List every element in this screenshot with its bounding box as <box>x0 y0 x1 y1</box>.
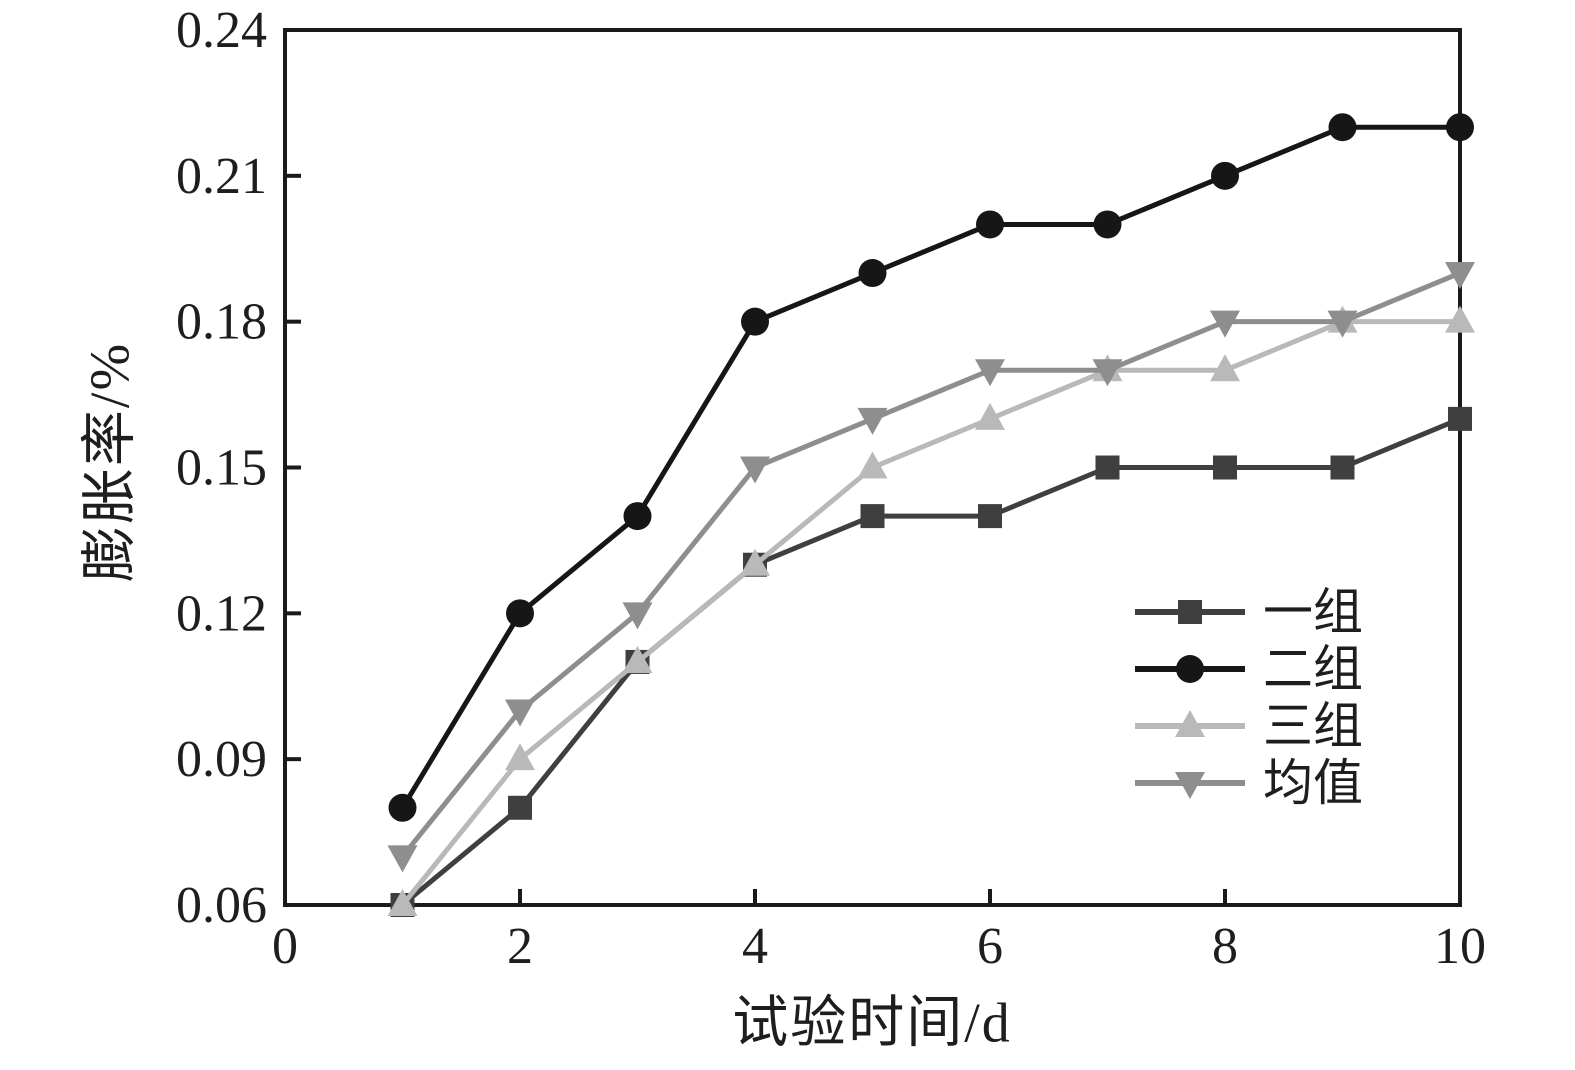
circle-marker <box>1328 113 1357 142</box>
x-tick-label: 6 <box>977 918 1003 975</box>
circle-marker <box>1093 210 1122 239</box>
y-axis-label: 膨胀率/% <box>79 341 142 583</box>
y-tick-label: 0.18 <box>176 294 267 351</box>
triangle-down-marker <box>1210 310 1240 338</box>
circle-marker <box>1446 113 1474 142</box>
y-tick-label: 0.09 <box>176 731 267 788</box>
series-group-3 <box>387 305 1475 916</box>
y-tick-label: 0.21 <box>176 148 267 205</box>
series-line <box>400 319 1460 907</box>
series-line <box>400 124 1460 810</box>
x-axis-label: 试验时间/d <box>732 992 1012 1055</box>
circle-marker <box>388 793 417 822</box>
triangle-down-marker <box>740 456 770 484</box>
triangle-down-marker <box>622 602 653 630</box>
triangle-up-marker <box>1445 305 1475 333</box>
legend-item: 二组 <box>1135 641 1363 697</box>
square-marker <box>1330 455 1355 480</box>
circle-marker <box>976 210 1004 239</box>
triangle-down-marker <box>1175 772 1205 799</box>
series-line <box>400 270 1461 858</box>
legend-label: 均值 <box>1263 755 1363 811</box>
square-marker <box>1178 600 1202 624</box>
circle-marker <box>506 599 534 628</box>
x-tick-label: 10 <box>1434 918 1486 975</box>
triangle-down-marker <box>857 407 888 435</box>
circle-marker <box>858 259 887 288</box>
series-line <box>400 416 1461 907</box>
x-tick-label: 8 <box>1212 918 1238 975</box>
legend-item: 一组 <box>1135 584 1363 640</box>
legend-item: 三组 <box>1135 698 1363 754</box>
square-marker <box>1095 455 1120 480</box>
x-tick-label: 0 <box>272 918 298 975</box>
triangle-down-marker <box>1092 359 1123 387</box>
triangle-up-marker <box>1210 354 1240 382</box>
y-tick-label: 0.24 <box>176 2 267 59</box>
square-marker <box>978 504 1002 529</box>
legend-item: 均值 <box>1135 755 1363 811</box>
square-marker <box>1213 455 1237 480</box>
circle-marker <box>623 502 652 531</box>
square-marker <box>1448 406 1472 431</box>
triangle-up-marker <box>740 548 770 576</box>
triangle-up-marker <box>1175 710 1205 737</box>
square-marker <box>860 504 885 529</box>
triangle-up-marker <box>622 645 653 673</box>
y-tick-label: 0.12 <box>176 585 267 642</box>
square-marker <box>508 795 532 820</box>
triangle-down-marker <box>387 845 418 873</box>
triangle-up-marker <box>387 889 418 916</box>
triangle-down-marker <box>975 359 1005 387</box>
legend-label: 二组 <box>1263 641 1363 697</box>
x-tick-label: 2 <box>507 918 533 975</box>
series-group-4 <box>387 262 1475 873</box>
y-tick-label: 0.06 <box>176 877 267 934</box>
triangle-down-marker <box>505 699 535 727</box>
y-tick-label: 0.15 <box>176 440 267 497</box>
series-group-2 <box>388 113 1474 822</box>
triangle-up-marker <box>975 402 1005 430</box>
triangle-down-marker <box>1327 310 1358 338</box>
circle-marker <box>741 307 769 336</box>
triangle-up-marker <box>505 743 535 771</box>
legend-label: 一组 <box>1263 584 1363 640</box>
legend-label: 三组 <box>1263 698 1363 754</box>
circle-marker <box>1176 655 1204 683</box>
x-tick-label: 4 <box>742 918 768 975</box>
triangle-up-marker <box>857 451 888 479</box>
circle-marker <box>1211 161 1239 190</box>
triangle-down-marker <box>1445 262 1475 290</box>
